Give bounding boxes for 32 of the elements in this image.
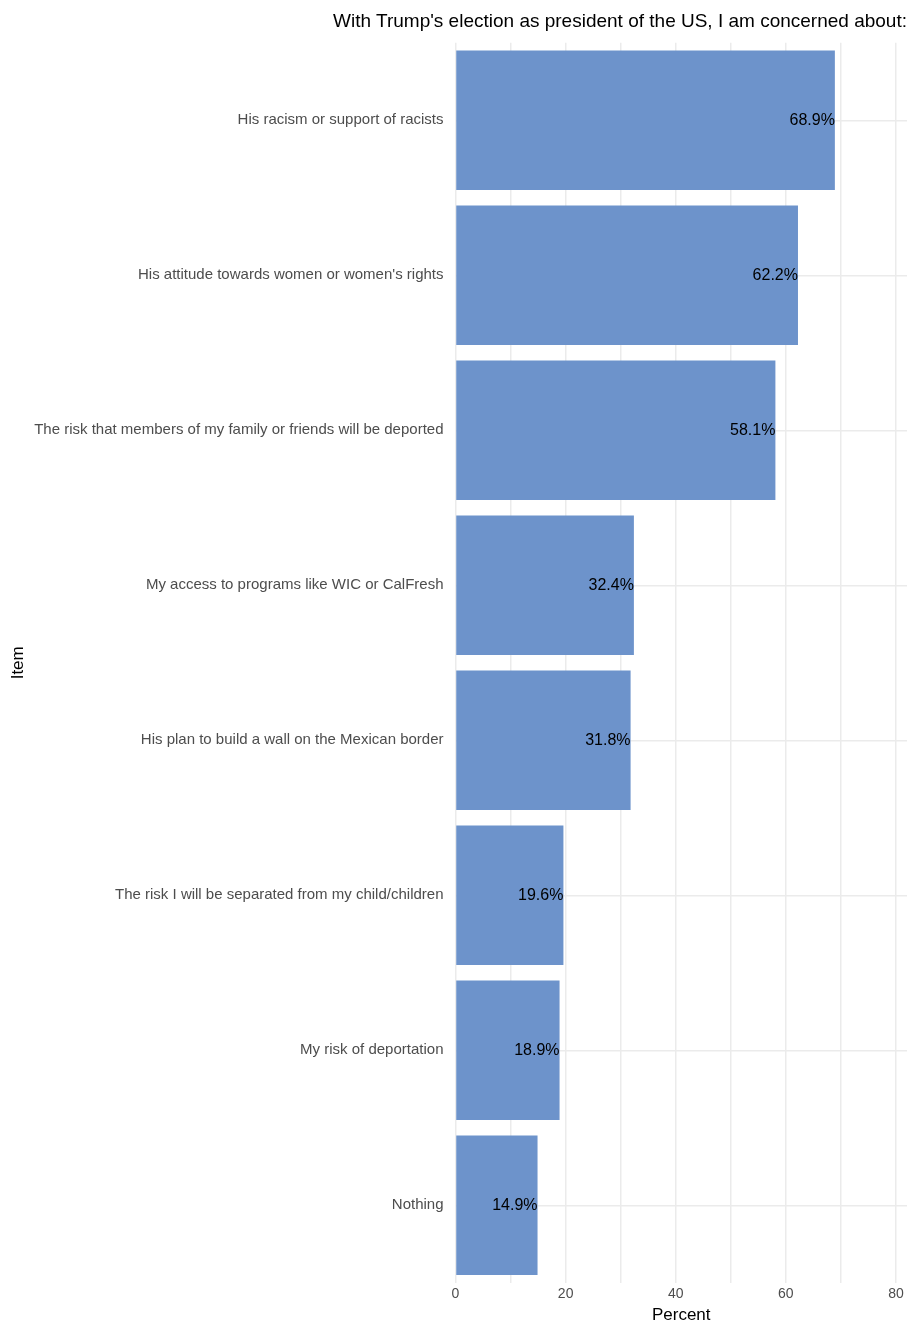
x-tick-label: 40 bbox=[667, 1285, 684, 1302]
bar bbox=[456, 205, 798, 346]
x-tick-label: 80 bbox=[888, 1285, 904, 1302]
bar bbox=[456, 360, 776, 501]
data-label: 58.1% bbox=[730, 420, 776, 438]
data-label: 19.6% bbox=[518, 885, 564, 903]
data-label: 31.8% bbox=[585, 730, 631, 748]
data-label: 62.2% bbox=[752, 265, 798, 283]
x-tick-label: 60 bbox=[778, 1285, 794, 1302]
y-tick-label: My access to programs like WIC or CalFresh bbox=[145, 575, 444, 593]
y-axis-title: Item bbox=[7, 646, 27, 680]
bar bbox=[456, 980, 560, 1121]
bar bbox=[456, 825, 564, 966]
chart-title: With Trump's election as president of the US, I am concerned about: bbox=[333, 9, 907, 31]
bar bbox=[456, 1135, 538, 1276]
y-tick-label: The risk that members of my family or friends will be deported bbox=[34, 420, 444, 438]
data-label: 18.9% bbox=[514, 1040, 560, 1058]
x-axis-title: Percent bbox=[651, 1305, 711, 1325]
x-tick-label: 0 bbox=[451, 1285, 460, 1302]
bar bbox=[456, 670, 631, 811]
data-label: 68.9% bbox=[789, 110, 835, 128]
bar bbox=[456, 515, 634, 656]
bar bbox=[456, 50, 835, 191]
x-tick-label: 20 bbox=[557, 1285, 574, 1302]
y-tick-label: His racism or support of racists bbox=[237, 110, 444, 128]
y-tick-label: His plan to build a wall on the Mexican border bbox=[140, 730, 444, 748]
y-tick-label: His attitude towards women or women's rights bbox=[138, 265, 444, 283]
data-label: 32.4% bbox=[588, 575, 634, 593]
y-tick-label: My risk of deportation bbox=[300, 1040, 444, 1058]
data-label: 14.9% bbox=[492, 1195, 538, 1213]
y-tick-label: Nothing bbox=[391, 1195, 444, 1213]
y-tick-label: The risk I will be separated from my child/children bbox=[115, 885, 444, 903]
